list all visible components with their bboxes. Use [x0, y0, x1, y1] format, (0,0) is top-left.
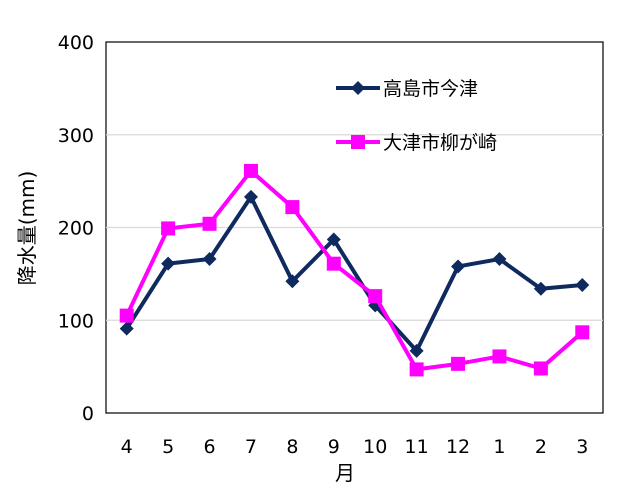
- legend-marker: [351, 135, 365, 149]
- y-tick-label: 100: [58, 310, 94, 332]
- x-tick-label: 12: [446, 436, 470, 458]
- y-tick-label: 200: [58, 218, 94, 240]
- x-tick-label: 3: [576, 436, 588, 458]
- data-point: [533, 361, 548, 376]
- y-tick-label: 0: [82, 403, 94, 425]
- data-point: [202, 252, 217, 267]
- x-tick-labels: 4 5 6 7 8 9 10 11 12 1 2 3: [121, 436, 589, 458]
- data-point: [285, 200, 300, 215]
- x-tick-label: 2: [535, 436, 547, 458]
- data-point: [161, 221, 176, 236]
- series-line: [125, 194, 583, 353]
- x-tick-label: 9: [328, 436, 340, 458]
- data-point: [326, 232, 341, 247]
- y-tick-label: 300: [58, 125, 94, 147]
- x-tick-label: 4: [121, 436, 133, 458]
- x-axis-label: 月: [335, 461, 355, 485]
- data-point: [202, 216, 217, 231]
- x-tick-label: 6: [203, 436, 215, 458]
- data-point: [119, 321, 134, 336]
- legend-label: 大津市柳が崎: [383, 132, 497, 154]
- y-tick-labels: 0 100 200 300 400: [58, 32, 94, 425]
- x-tick-label: 11: [405, 436, 429, 458]
- legend-item-1: 高島市今津: [336, 78, 478, 100]
- data-point: [575, 278, 590, 293]
- data-point: [285, 274, 300, 289]
- legend-item-2: 大津市柳が崎: [336, 132, 497, 154]
- data-point: [492, 349, 507, 364]
- data-point: [492, 252, 507, 267]
- y-axis-label: 降水量(mm): [15, 171, 39, 286]
- data-point: [161, 256, 176, 271]
- data-point: [326, 256, 341, 271]
- x-tick-label: 10: [363, 436, 387, 458]
- legend-marker: [351, 81, 365, 95]
- data-point: [243, 189, 258, 204]
- legend-label: 高島市今津: [383, 78, 478, 100]
- x-tick-label: 5: [162, 436, 174, 458]
- y-tick-label: 400: [58, 32, 94, 54]
- series-layer: [119, 163, 590, 377]
- data-point: [451, 356, 466, 371]
- data-point: [533, 281, 548, 296]
- x-tick-label: 1: [493, 436, 505, 458]
- series-2: [119, 163, 590, 377]
- data-point: [575, 325, 590, 340]
- data-point: [451, 259, 466, 274]
- series-1: [119, 189, 590, 358]
- data-point: [368, 289, 383, 304]
- data-point: [409, 343, 424, 358]
- x-tick-label: 7: [245, 436, 257, 458]
- data-point: [409, 362, 424, 377]
- data-point: [119, 308, 134, 323]
- data-point: [243, 163, 258, 178]
- x-tick-label: 8: [286, 436, 298, 458]
